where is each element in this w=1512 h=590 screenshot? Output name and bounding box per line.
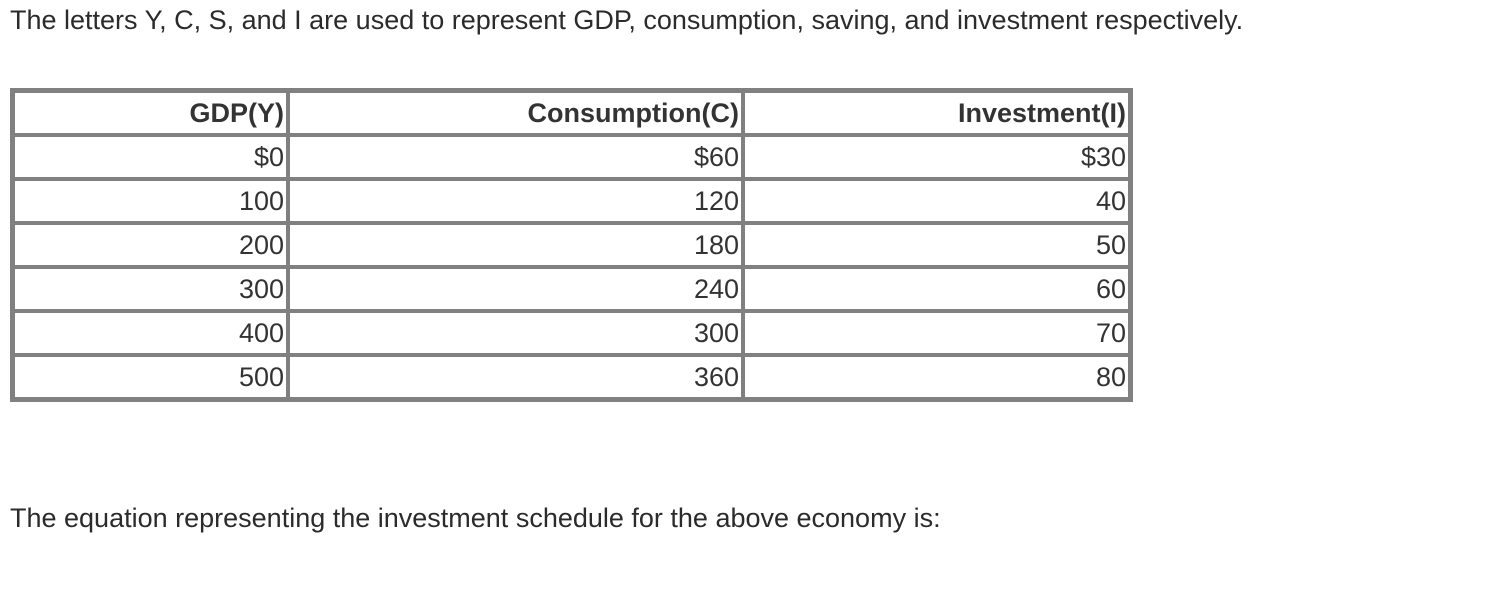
- cell-investment: 80: [743, 355, 1130, 399]
- table-row: 100 120 40: [13, 179, 1130, 223]
- table-row: 300 240 60: [13, 267, 1130, 311]
- intro-text: The letters Y, C, S, and I are used to r…: [10, 5, 1244, 35]
- header-consumption: Consumption(C): [288, 91, 743, 135]
- cell-gdp: 400: [13, 311, 288, 355]
- cell-gdp: 300: [13, 267, 288, 311]
- question-text: The equation representing the investment…: [10, 503, 941, 533]
- cell-investment: 40: [743, 179, 1130, 223]
- header-gdp: GDP(Y): [13, 91, 288, 135]
- header-investment: Investment(I): [743, 91, 1130, 135]
- cell-gdp: 200: [13, 223, 288, 267]
- cell-gdp: 500: [13, 355, 288, 399]
- gdp-consumption-investment-table: GDP(Y) Consumption(C) Investment(I) $0 $…: [10, 88, 1133, 402]
- table-row: 400 300 70: [13, 311, 1130, 355]
- cell-consumption: $60: [288, 135, 743, 179]
- cell-consumption: 180: [288, 223, 743, 267]
- cell-consumption: 240: [288, 267, 743, 311]
- cell-consumption: 360: [288, 355, 743, 399]
- cell-gdp: 100: [13, 179, 288, 223]
- cell-consumption: 120: [288, 179, 743, 223]
- table-header-row: GDP(Y) Consumption(C) Investment(I): [13, 91, 1130, 135]
- cell-investment: 70: [743, 311, 1130, 355]
- cell-consumption: 300: [288, 311, 743, 355]
- cell-investment: $30: [743, 135, 1130, 179]
- cell-investment: 60: [743, 267, 1130, 311]
- cell-gdp: $0: [13, 135, 288, 179]
- cell-investment: 50: [743, 223, 1130, 267]
- table-row: 500 360 80: [13, 355, 1130, 399]
- table-row: 200 180 50: [13, 223, 1130, 267]
- table-row: $0 $60 $30: [13, 135, 1130, 179]
